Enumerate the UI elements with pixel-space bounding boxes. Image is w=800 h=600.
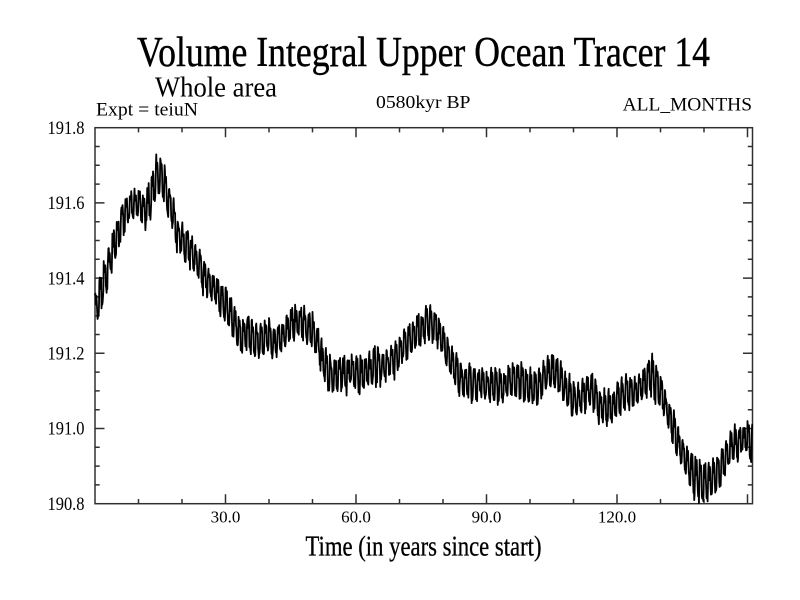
svg-text:190.8: 190.8 [48,495,85,515]
svg-text:Time (in years since start): Time (in years since start) [306,532,542,563]
svg-text:30.0: 30.0 [211,508,241,527]
svg-text:Volume Integral Upper Ocean Tr: Volume Integral Upper Ocean Tracer 14 [137,30,710,76]
svg-text:90.0: 90.0 [472,508,502,527]
svg-text:Expt = teiuN: Expt = teiuN [96,100,198,121]
svg-text:ALL_MONTHS: ALL_MONTHS [623,95,752,116]
svg-text:120.0: 120.0 [598,508,636,527]
svg-text:0580kyr BP: 0580kyr BP [376,92,471,112]
svg-text:191.0: 191.0 [48,420,85,440]
svg-text:Whole area: Whole area [155,72,277,104]
svg-text:191.8: 191.8 [48,119,85,139]
svg-text:60.0: 60.0 [341,508,371,527]
svg-text:191.2: 191.2 [48,345,85,365]
svg-text:191.6: 191.6 [48,194,85,214]
svg-text:191.4: 191.4 [48,269,85,289]
